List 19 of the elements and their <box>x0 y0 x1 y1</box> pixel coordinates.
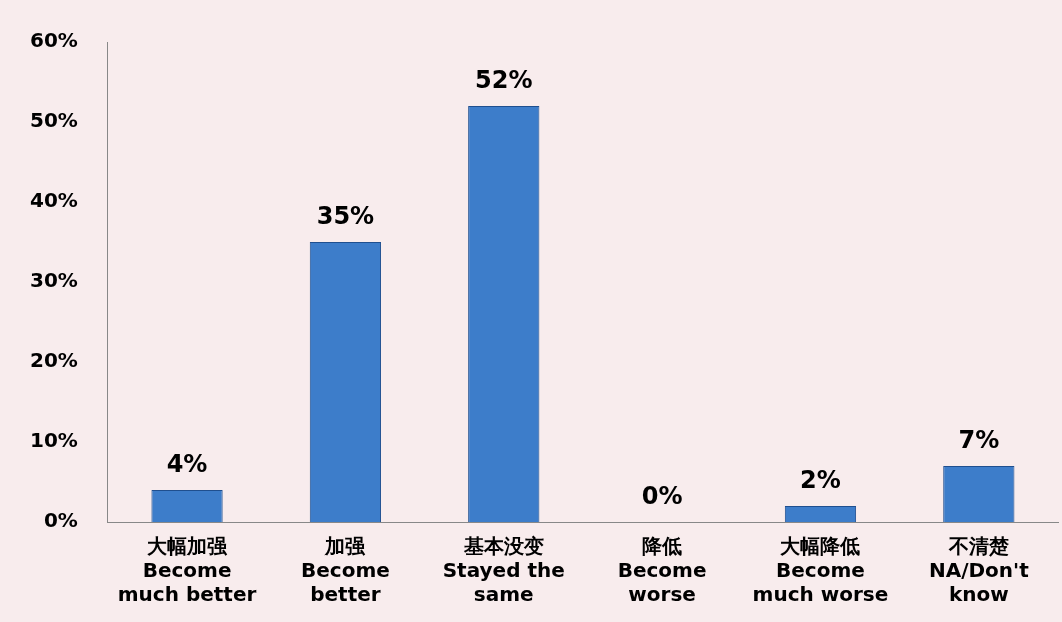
data-label: 0% <box>641 482 683 511</box>
y-tick-label: 50% <box>30 108 78 133</box>
x-tick-label: 降低 Become worse <box>617 534 707 607</box>
y-tick-label: 30% <box>30 268 78 293</box>
x-tick-label: 基本没变 Stayed the same <box>442 534 565 607</box>
y-tick-label: 20% <box>30 348 78 373</box>
x-tick-label: 不清楚 NA/Don't know <box>928 534 1030 607</box>
x-tick-label: 大幅降低 Become much worse <box>752 534 889 607</box>
y-tick-label: 10% <box>30 428 78 453</box>
data-label: 7% <box>958 426 1000 455</box>
y-tick-label: 60% <box>30 28 78 53</box>
data-label: 2% <box>800 466 841 495</box>
data-label: 35% <box>316 202 375 231</box>
y-tick-label: 40% <box>30 188 78 213</box>
y-tick-label: 0% <box>43 508 78 533</box>
data-label: 52% <box>475 66 533 95</box>
x-tick-label: 大幅加强 Become much better <box>117 534 257 607</box>
data-label: 4% <box>166 450 208 479</box>
x-tick-label: 加强 Become better <box>301 534 390 607</box>
